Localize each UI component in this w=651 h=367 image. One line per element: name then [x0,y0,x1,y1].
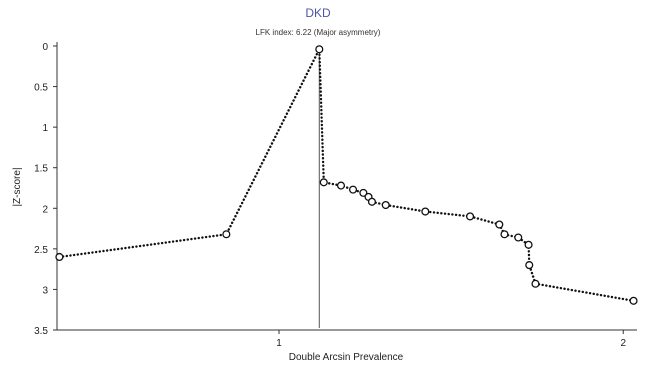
data-point [55,252,64,262]
y-tick-label: 0 [42,42,48,53]
data-point [629,296,638,305]
x-tick-label: 1 [276,338,282,349]
data-point [524,240,533,249]
y-tick-label: 1 [42,123,48,134]
data-point [348,185,358,194]
data-point [466,212,475,221]
chart-title: DKD [305,6,331,20]
data-point [514,233,523,242]
chart-subtitle: LFK index: 6.22 (Major asymmetry) [256,28,381,37]
y-tick-label: 2 [42,204,48,215]
data-point [495,220,504,229]
x-axis-label: Double Arcsin Prevalence [289,352,404,363]
data-point [381,200,390,210]
y-tick-label: 3.5 [34,326,48,337]
data-point [336,181,346,190]
data-point [319,178,328,187]
y-axis-label: |Z-score| [12,167,23,206]
x-tick-label: 2 [620,338,626,349]
data-point [367,197,377,206]
y-tick-label: 3 [42,285,48,296]
series-line [58,48,635,302]
y-tick-label: 1.5 [34,164,48,175]
data-point [531,279,540,288]
y-tick-label: 2.5 [34,245,48,256]
axes: 0 0.5 1 1.5 2 2.5 3 3.5 1 2 [34,42,637,349]
data-point [315,45,324,54]
y-tick-label: 0.5 [34,83,48,94]
data-point [359,188,368,197]
series-group [55,45,638,305]
data-point [500,230,509,239]
data-point [421,207,430,216]
data-point [525,261,534,270]
data-point [222,230,231,239]
